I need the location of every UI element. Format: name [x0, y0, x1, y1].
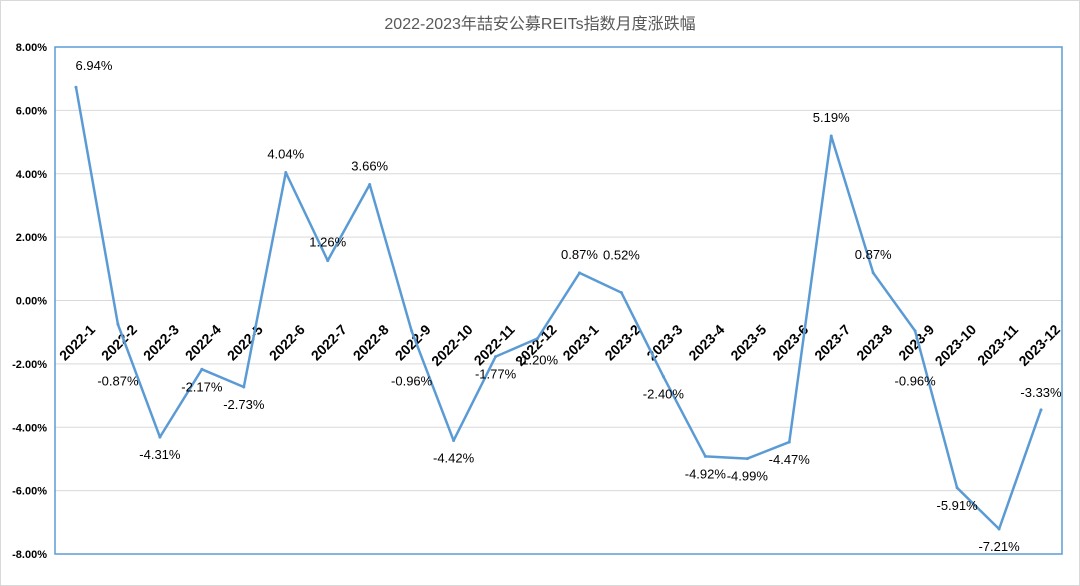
data-point [955, 486, 959, 490]
plot-area [54, 46, 1063, 555]
data-label: -0.87% [97, 374, 139, 389]
data-point [829, 134, 833, 138]
data-label: 6.94% [76, 58, 113, 73]
x-tick-label: 2023-2 [601, 321, 643, 363]
data-point [787, 440, 791, 444]
data-label: 0.87% [855, 247, 892, 262]
data-label: -2.73% [223, 397, 265, 412]
data-point [619, 291, 623, 295]
data-label: 3.66% [351, 159, 388, 174]
x-tick-label: 2022-4 [182, 321, 224, 363]
y-tick-label: -4.00% [12, 422, 47, 434]
data-label: -4.92% [685, 466, 727, 481]
data-point [661, 375, 665, 379]
data-point [284, 170, 288, 174]
y-tick-label: 8.00% [16, 42, 47, 54]
chart-title: 2022-2023年喆安公募REITs指数月度涨跌幅 [384, 16, 696, 33]
x-tick-label: 2023-12 [1015, 321, 1063, 369]
data-point [745, 457, 749, 461]
data-point [200, 367, 204, 371]
data-label: -0.96% [895, 374, 937, 389]
data-label: -5.91% [937, 498, 979, 513]
data-label: -7.21% [978, 539, 1020, 554]
x-tick-label: 2022-10 [428, 321, 476, 369]
data-label: 0.52% [603, 248, 640, 263]
data-point [326, 259, 330, 263]
data-label: 4.04% [267, 146, 304, 161]
data-point [913, 329, 917, 333]
data-point [703, 454, 707, 458]
x-tick-label: 2022-3 [140, 321, 182, 363]
data-point [74, 85, 78, 89]
data-point [577, 271, 581, 275]
y-tick-label: 6.00% [16, 105, 47, 117]
data-label: -3.33% [1020, 385, 1062, 400]
data-label: 5.19% [813, 110, 850, 125]
data-point [871, 271, 875, 275]
data-point [242, 385, 246, 389]
x-tick-label: 2022-1 [56, 321, 98, 363]
x-tick-label: 2023-7 [811, 321, 853, 363]
data-point [997, 527, 1001, 531]
data-label: 1.26% [309, 235, 346, 250]
x-tick-label: 2023-4 [685, 321, 727, 363]
data-label: -4.42% [433, 451, 475, 466]
y-tick-label: -2.00% [12, 359, 47, 371]
y-tick-label: 2.00% [16, 232, 47, 244]
data-point [494, 355, 498, 359]
data-point [158, 435, 162, 439]
data-label: -4.47% [769, 452, 811, 467]
data-label: -1.20% [517, 353, 559, 368]
y-tick-label: 4.00% [16, 169, 47, 181]
data-label: 0.87% [561, 247, 598, 262]
data-point [410, 329, 414, 333]
x-tick-label: 2023-11 [974, 321, 1021, 368]
data-point [536, 337, 540, 341]
x-tick-label: 2023-3 [643, 321, 685, 363]
data-label: -0.96% [391, 374, 433, 389]
data-label: -2.40% [643, 387, 685, 402]
data-label: -1.77% [475, 367, 517, 382]
x-tick-label: 2023-10 [932, 321, 980, 369]
y-tick-label: -8.00% [12, 549, 47, 561]
data-point [1039, 408, 1043, 412]
x-tick-label: 2022-6 [266, 321, 308, 363]
data-point [368, 183, 372, 187]
x-tick-label: 2022-8 [350, 321, 392, 363]
x-tick-label: 2022-7 [308, 321, 350, 363]
series-line [74, 86, 1043, 531]
data-label: -4.99% [727, 469, 769, 484]
y-tick-label: 0.00% [16, 296, 47, 308]
x-tick-label: 2023-1 [559, 321, 601, 363]
x-tick-label: 2023-5 [727, 321, 769, 363]
data-point [116, 322, 120, 326]
data-point [452, 439, 456, 443]
x-tick-label: 2023-8 [853, 321, 895, 363]
x-tick-label: 2022-5 [224, 321, 266, 363]
data-label: -4.31% [139, 447, 181, 462]
data-label: -2.17% [181, 379, 223, 394]
y-tick-label: -6.00% [12, 486, 47, 498]
